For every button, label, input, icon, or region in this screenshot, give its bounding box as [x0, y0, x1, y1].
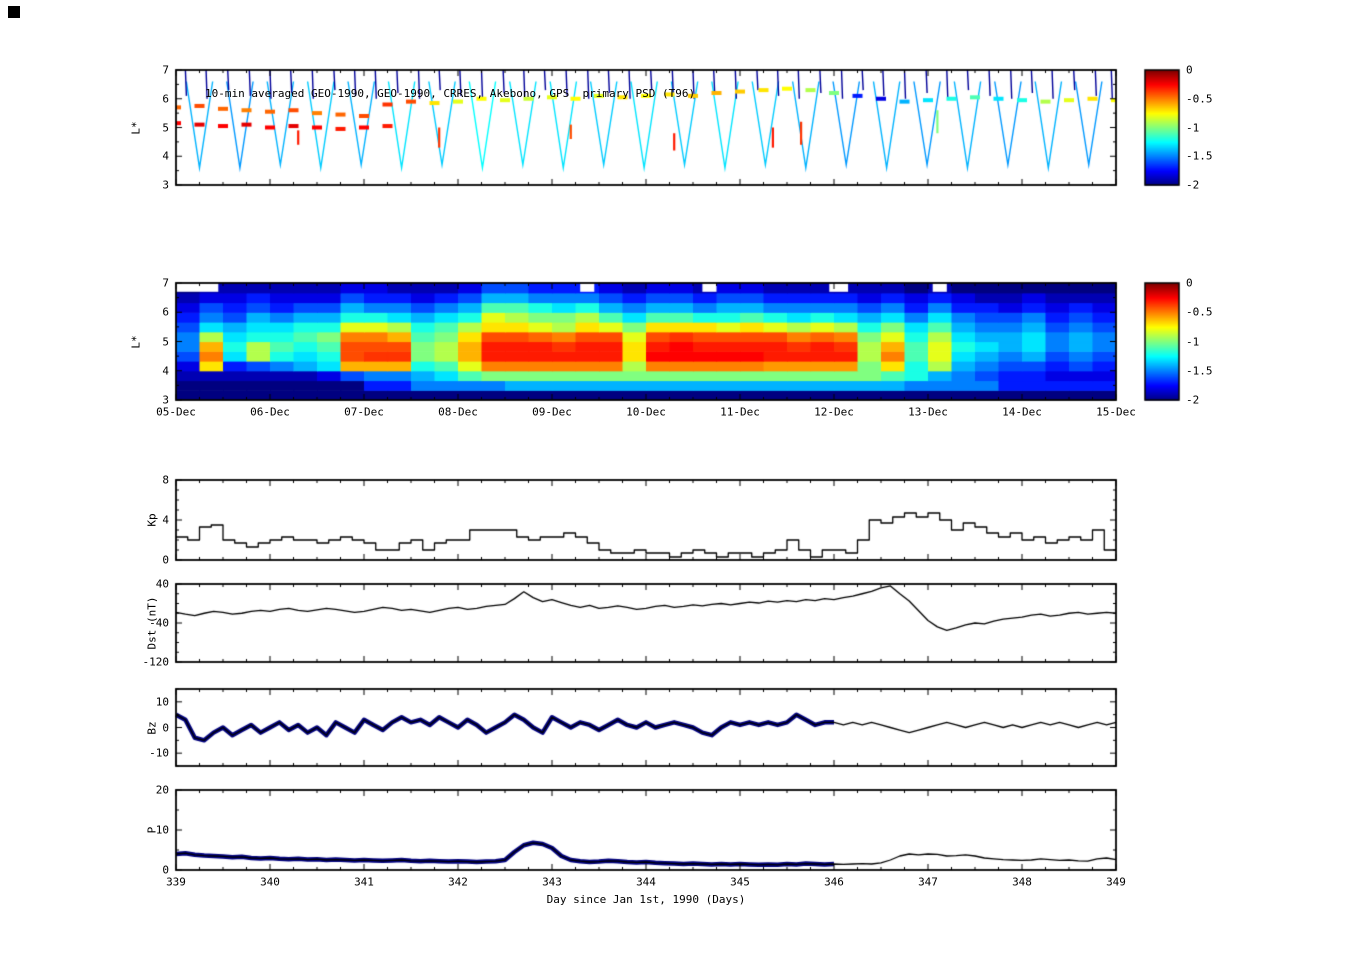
x-axis-title: Day since Jan 1st, 1990 (Days)	[546, 893, 746, 906]
figure-title: 10-min averaged GEO-1990, GEO-1990, CRRE…	[205, 87, 696, 100]
corner-glyph	[8, 6, 20, 18]
